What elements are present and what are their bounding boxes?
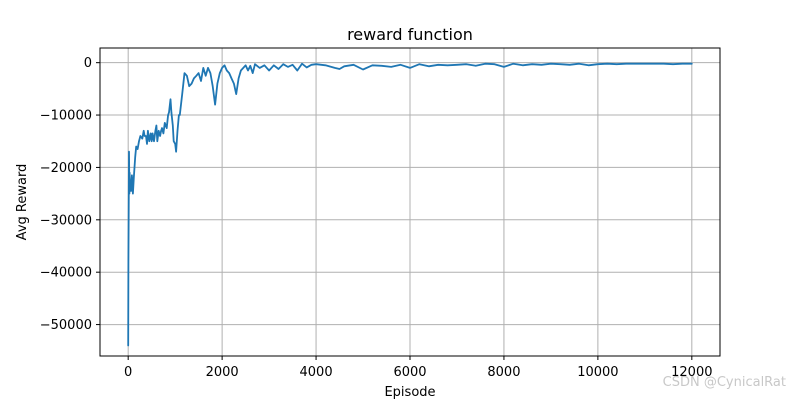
x-tick-label: 0 <box>124 365 132 380</box>
y-tick-label: −40000 <box>40 266 92 281</box>
chart-title: reward function <box>347 25 473 44</box>
x-tick-label: 2000 <box>206 365 239 380</box>
y-tick-label: −30000 <box>40 213 92 228</box>
y-tick-label: −10000 <box>40 109 92 124</box>
x-axis-label: Episode <box>384 385 435 400</box>
x-tick-label: 8000 <box>487 365 520 380</box>
y-tick-label: −50000 <box>40 318 92 333</box>
x-tick-label: 12000 <box>671 365 712 380</box>
reward-series-line <box>127 62 693 347</box>
watermark-text: CSDN @CynicalRat <box>662 375 786 390</box>
x-tick-label: 4000 <box>300 365 333 380</box>
grid-layer <box>100 48 720 356</box>
y-axis-label: Avg Reward <box>15 164 30 241</box>
y-tick-label: 0 <box>84 56 92 71</box>
tick-layer: 0 2000 4000 6000 8000 10000 12000 0 −10000 −20000… <box>40 56 713 380</box>
y-tick-label: −20000 <box>40 161 92 176</box>
x-tick-label: 6000 <box>393 365 426 380</box>
series-layer <box>127 62 693 347</box>
x-tick-label: 10000 <box>577 365 618 380</box>
